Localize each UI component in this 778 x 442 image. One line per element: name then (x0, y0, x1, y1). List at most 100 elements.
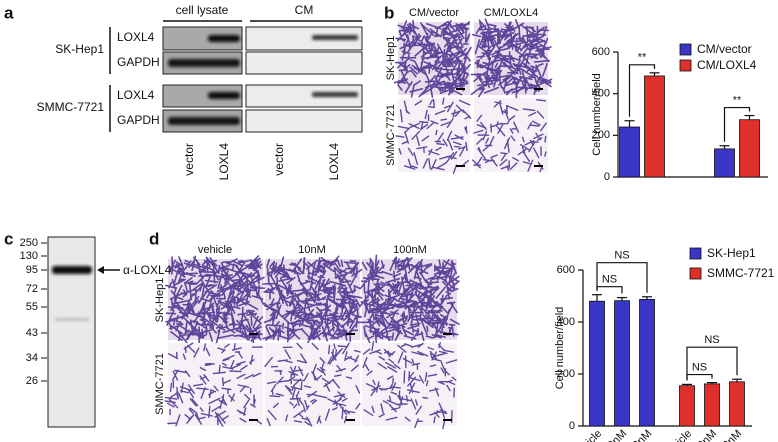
legend-swatch (689, 247, 702, 260)
column-label: CM/vector (409, 7, 459, 19)
bar (589, 300, 605, 427)
cells (262, 255, 365, 344)
blot-box (245, 26, 363, 51)
marker-label: 26 (26, 375, 38, 387)
panel-label: a (4, 3, 14, 22)
column-label: 100nM (393, 244, 427, 256)
y-tick-label: 200 (557, 368, 575, 380)
row-label: SMMC-7721 (154, 353, 166, 415)
blot-box (162, 26, 243, 51)
significance-bracket (628, 64, 656, 117)
significance-label: ** (638, 52, 647, 64)
band (208, 92, 240, 99)
legend-swatch (679, 43, 692, 56)
marker-label: 43 (26, 327, 38, 339)
bar (679, 385, 695, 427)
arrow-head (97, 266, 104, 274)
blot-box (245, 109, 363, 133)
cells (395, 97, 472, 174)
header: cell lysate (176, 3, 229, 17)
x-tick-label: vehicle (571, 428, 604, 442)
bar (619, 126, 640, 178)
cells (470, 18, 553, 100)
legend-label: SMMC-7721 (707, 266, 775, 280)
protein: GAPDH (117, 113, 160, 127)
bar (739, 119, 760, 178)
x-tick-label: vehicle (661, 428, 694, 442)
y-tick-label: 400 (557, 316, 575, 328)
band-label: α-LOXL4 (123, 263, 172, 277)
column-label: vehicle (198, 244, 232, 256)
band (312, 92, 358, 97)
bar (714, 148, 735, 178)
band (52, 266, 92, 274)
band (312, 35, 358, 40)
y-tick-label: 400 (592, 88, 610, 100)
blot-box (162, 84, 243, 108)
marker-label: 55 (26, 301, 38, 313)
protein: LOXL4 (117, 30, 155, 44)
protein: GAPDH (117, 55, 160, 69)
significance-bracket (686, 373, 713, 381)
cells (264, 342, 361, 427)
y-tick-label: 600 (557, 264, 575, 276)
y-axis-label: Cell number/field (591, 73, 603, 156)
lane-label: LOXL4 (217, 143, 231, 181)
blot-box (245, 84, 363, 108)
band (208, 35, 240, 42)
bar (704, 383, 720, 427)
bar (639, 298, 655, 427)
row-label: SK-Hep1 (385, 36, 397, 81)
cells (472, 99, 547, 173)
significance-bracket (596, 262, 648, 293)
micrographs (164, 18, 553, 430)
row-label: SK-Hep1 (154, 278, 166, 323)
legend-swatch (689, 267, 702, 280)
protein: LOXL4 (117, 88, 155, 102)
cell-line: SK-Hep1 (55, 42, 104, 56)
panel-label: b (384, 3, 394, 22)
header: CM (295, 3, 314, 17)
marker-label: 130 (20, 250, 38, 262)
lane-label: vector (272, 143, 286, 176)
y-tick-label: 0 (569, 420, 575, 432)
marker-label: 250 (20, 237, 38, 249)
cells (164, 342, 263, 427)
cells (165, 255, 268, 345)
bar (614, 300, 630, 427)
cells (362, 341, 458, 430)
y-tick-label: 200 (592, 129, 610, 141)
cell-line: SMMC-7721 (37, 100, 105, 114)
panel-label: c (4, 229, 13, 248)
y-tick-label: 0 (604, 171, 610, 183)
lane-label: LOXL4 (327, 143, 341, 181)
blot-box (245, 51, 363, 75)
significance-label: NS (692, 361, 707, 373)
legend-label: SK-Hep1 (707, 246, 756, 260)
significance-bracket (686, 346, 738, 381)
significance-label: NS (602, 274, 617, 286)
cells (393, 19, 472, 98)
column-label: 10nM (298, 244, 326, 256)
x-tick-label: 10nM (601, 428, 629, 442)
x-tick-label: 10nM (691, 428, 719, 442)
cells (356, 254, 460, 346)
band (168, 117, 240, 125)
legend-label: CM/LOXL4 (697, 58, 757, 72)
lane-label: vector (182, 143, 196, 176)
marker-label: 34 (26, 352, 38, 364)
marker-label: 95 (26, 264, 38, 276)
y-axis-label: Cell number/field (554, 307, 566, 390)
band (55, 318, 89, 321)
row-label: SMMC-7721 (385, 104, 397, 166)
significance-label: ** (733, 94, 742, 106)
significance-label: NS (704, 334, 719, 346)
legend-label: CM/vector (697, 42, 752, 56)
micrograph (398, 98, 470, 172)
blot-box (47, 236, 96, 428)
significance-bracket (723, 106, 751, 142)
significance-label: NS (614, 250, 629, 262)
marker-label: 72 (26, 283, 38, 295)
